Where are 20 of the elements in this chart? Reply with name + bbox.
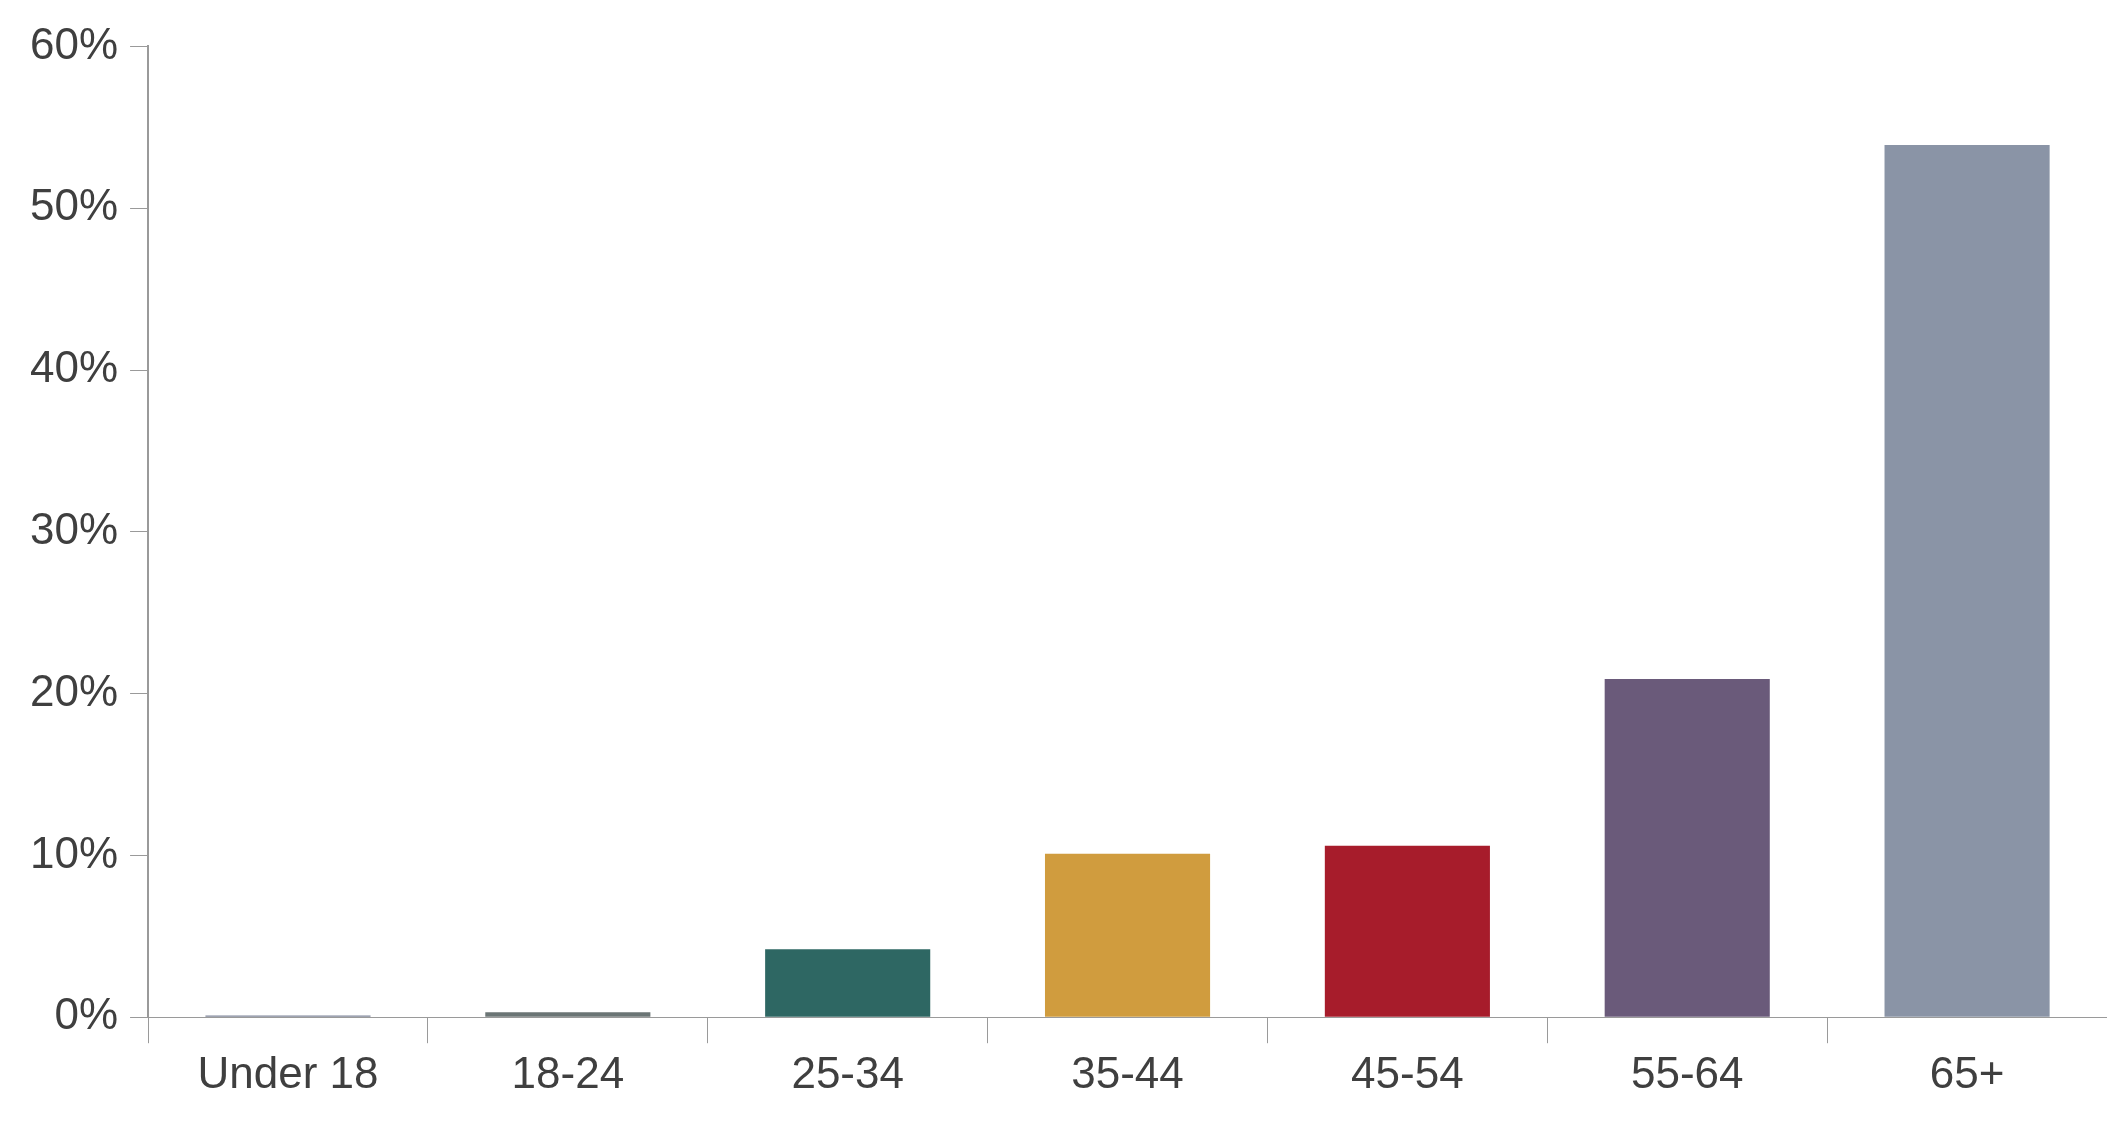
y-tick-label: 40% [29, 342, 119, 392]
bar [765, 949, 931, 1017]
x-tick-label: Under 18 [197, 1047, 379, 1097]
y-tick-label: 0% [54, 989, 119, 1039]
x-tick-label: 55-64 [1630, 1047, 1744, 1097]
x-tick-label: 45-54 [1351, 1047, 1464, 1097]
x-tick-label: 65+ [1929, 1047, 2005, 1097]
y-tick-label: 10% [29, 827, 119, 877]
bar [1044, 853, 1211, 1017]
x-tick-label: 25-34 [791, 1047, 904, 1097]
bar [1884, 145, 2050, 1017]
y-tick-label: 20% [29, 665, 119, 715]
y-tick-label: 60% [29, 18, 119, 68]
bar [1604, 679, 1770, 1017]
x-tick-label: 35-44 [1071, 1047, 1184, 1097]
bar [1324, 845, 1490, 1017]
bar [485, 1012, 651, 1017]
y-tick-label: 50% [29, 180, 119, 230]
y-tick-label: 30% [29, 503, 119, 553]
x-tick-label: 18-24 [511, 1047, 625, 1097]
